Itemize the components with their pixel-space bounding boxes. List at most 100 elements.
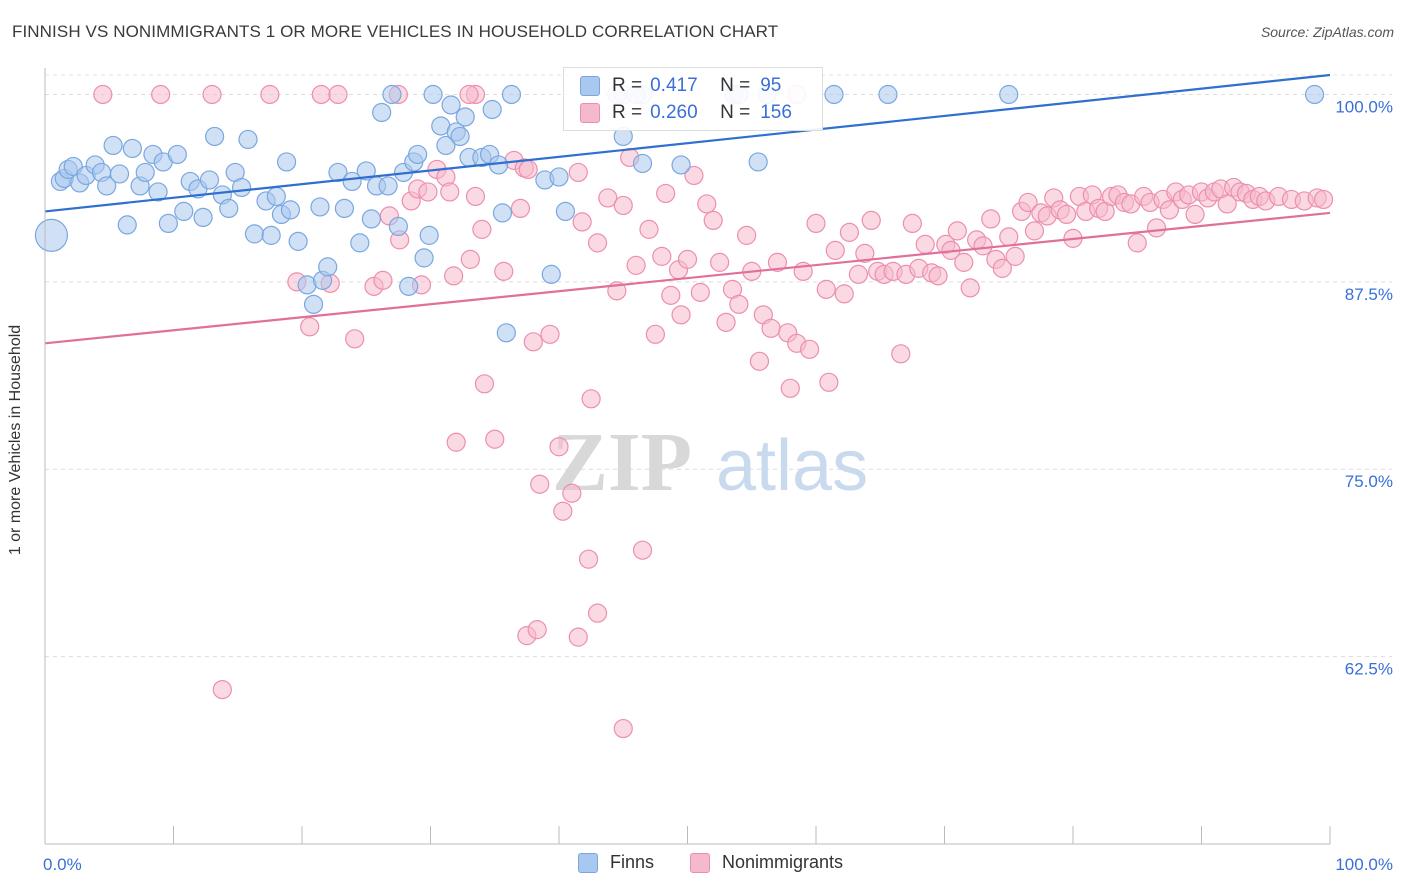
nonimmigrants-point [684,165,704,186]
finns-point [1304,84,1325,105]
nonimmigrants-point [446,432,466,452]
finns-point [238,129,258,150]
nonimmigrants-point [553,501,573,521]
finns-point [232,177,252,198]
nonimmigrants-point [703,210,723,231]
nonimmigrants-point [928,266,948,286]
nonimmigrants-point [999,227,1019,247]
nonimmigrants-r-value: 0.260 [650,102,698,123]
nonimmigrants-r-label: R = [612,102,643,123]
finns-point [276,152,297,172]
nonimmigrants-points [93,84,1334,739]
nonimmigrants-point [710,252,730,272]
watermark: ZIP atlas [552,416,868,509]
nonimmigrants-point [373,270,393,290]
finns-point [342,171,362,192]
nonimmigrants-point [587,603,608,623]
finns-point [328,162,348,183]
nonimmigrants-point [767,252,788,272]
nonimmigrants-point [1018,192,1038,213]
nonimmigrants-point [915,234,935,254]
nonimmigrants-point [947,221,967,241]
legend-item-nonimmigrants[interactable]: Nonimmigrants [690,852,843,873]
finns-point [219,198,239,219]
finns-point [117,215,137,235]
axes [44,68,1331,845]
finns-point [167,144,187,165]
nonimmigrants-point [626,255,646,275]
nonimmigrants-point [992,258,1012,278]
finns-point [193,207,213,228]
nonimmigrants-point [761,318,781,338]
nonimmigrants-point [1217,194,1237,214]
nonimmigrants-point [902,213,922,234]
finns-point [671,155,691,175]
nonimmigrants-point [834,284,854,304]
nonimmigrants-point [202,84,222,105]
legend-row-nonimmigrants: R = 0.260 N = 156 [580,101,792,125]
nonimmigrants-point [861,210,881,231]
nonimmigrants-point [260,84,280,105]
nonimmigrants-point [1159,200,1179,220]
nonimmigrants-point [848,264,869,284]
nonimmigrants-point [598,188,618,208]
nonimmigrants-point [460,249,480,269]
nonimmigrants-swatch [580,103,600,123]
nonimmigrants-point [568,627,588,647]
tick-labels: 62.5% 75.0% 87.5% 100.0% 0.0% 100.0% [43,97,1393,874]
nonimmigrants-point [518,159,538,180]
finns-point [103,135,123,156]
trend-lines [44,73,1331,345]
nonimmigrants-point [645,324,665,344]
nonimmigrants-point [1185,204,1205,225]
legend-finns-swatch [578,852,598,873]
finns-n-value: 95 [760,75,782,96]
nonimmigrants-point [300,317,320,337]
nonimmigrants-point [562,483,582,503]
finns-point [455,107,475,127]
nonimmigrants-trend-line [44,211,1331,345]
finns-point [436,135,456,156]
finns-point [555,201,576,222]
finns-point [97,176,117,196]
legend-finns-label: Finns [610,852,655,872]
nonimmigrants-point [440,182,460,202]
nonimmigrants-point [1024,221,1045,241]
nonimmigrants-point [716,312,736,332]
nonimmigrants-point [973,236,993,256]
nonimmigrants-point [578,549,599,569]
nonimmigrants-point [981,209,1001,229]
legend-item-finns[interactable]: Finns [578,852,654,873]
finns-point [244,224,265,244]
nonimmigrants-n-value: 156 [760,102,792,123]
finns-point [372,102,392,123]
series-legend: Finns Nonimmigrants [0,852,1406,876]
finns-point [356,161,376,181]
stats-legend: R = 0.417 N = 95 R = 0.260 N = 156 [563,67,823,131]
nonimmigrants-point [328,84,348,105]
finns-point [748,152,768,172]
finns-point [122,138,142,159]
nonimmigrants-point [1005,246,1025,266]
finns-point [441,95,461,115]
nonimmigrants-point [151,84,171,105]
finns-point [423,84,443,105]
finns-points [34,84,1325,343]
nonimmigrants-point [690,282,710,302]
nonimmigrants-point [749,351,770,371]
legend-nonimmigrants-label: Nonimmigrants [722,852,844,872]
finns-point [109,164,130,184]
finns-swatch [580,76,600,96]
nonimmigrants-point [661,285,681,305]
y-tick-label: 75.0% [1345,472,1393,491]
chart-title: FINNISH VS NONIMMIGRANTS 1 OR MORE VEHIC… [12,22,779,41]
finns-point [999,84,1019,105]
nonimmigrants-point [345,329,365,349]
finns-n-label: N = [720,75,751,96]
finns-point [288,231,308,251]
nonimmigrants-point [530,474,550,494]
nonimmigrants-point [737,225,757,245]
nonimmigrants-point [697,194,717,214]
nonimmigrants-point [540,324,560,344]
nonimmigrants-point [656,183,676,204]
